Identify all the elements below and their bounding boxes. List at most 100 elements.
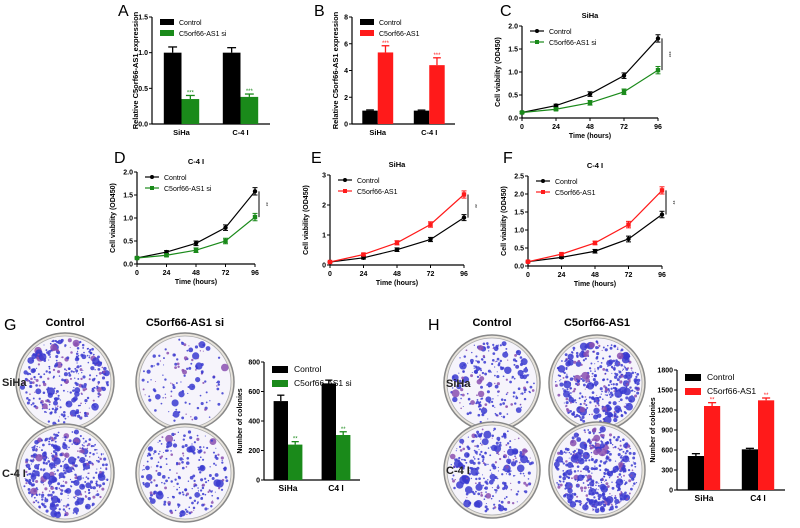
- colony: [615, 415, 619, 419]
- colony: [569, 377, 574, 381]
- colony: [201, 371, 204, 374]
- colony: [150, 481, 153, 484]
- colony: [59, 453, 63, 457]
- colony: [514, 457, 517, 459]
- data-point: [519, 110, 525, 115]
- colony: [585, 474, 587, 477]
- colony: [567, 364, 569, 366]
- colony: [204, 380, 207, 383]
- colony: [164, 393, 166, 395]
- colony: [592, 350, 595, 353]
- colony: [48, 371, 52, 374]
- colony: [466, 453, 470, 456]
- colony: [148, 398, 152, 402]
- colony: [598, 344, 601, 348]
- x-tick-label: 72: [620, 124, 628, 131]
- colony: [591, 505, 593, 508]
- colony: [25, 478, 28, 482]
- colony: [37, 501, 40, 504]
- colony: [476, 394, 478, 397]
- colony: [474, 482, 477, 485]
- colony: [53, 471, 55, 473]
- colony: [57, 397, 60, 400]
- colony-plate: [135, 423, 235, 523]
- colony: [588, 459, 591, 462]
- colony: [149, 491, 153, 495]
- colony: [88, 472, 90, 474]
- significance-label: ***: [246, 89, 254, 95]
- colony: [91, 388, 93, 390]
- colony: [61, 378, 64, 382]
- colony: [630, 474, 633, 477]
- colony: [89, 451, 92, 455]
- colony: [596, 401, 600, 405]
- colony: [514, 455, 516, 458]
- legend-label: C5orf66-AS1 si: [164, 186, 212, 193]
- colony: [491, 472, 493, 474]
- colony: [520, 455, 522, 457]
- colony: [56, 469, 59, 472]
- colony: [86, 415, 89, 417]
- colony: [462, 447, 466, 451]
- colony: [636, 384, 638, 386]
- colony: [609, 379, 612, 383]
- data-point: [252, 214, 258, 220]
- colony: [74, 367, 77, 370]
- colony: [476, 430, 480, 434]
- significance-label: ***: [187, 90, 195, 96]
- colony: [466, 477, 468, 480]
- colony: [176, 358, 179, 361]
- colony: [46, 388, 49, 391]
- colony: [25, 464, 28, 467]
- colony: [25, 482, 28, 485]
- colony: [460, 381, 464, 385]
- colony: [493, 427, 496, 431]
- colony: [475, 402, 478, 405]
- colony: [609, 493, 611, 495]
- significance-label: **: [669, 201, 675, 205]
- colony: [594, 508, 600, 514]
- colony: [625, 458, 627, 460]
- colony: [496, 371, 498, 373]
- colony: [34, 501, 36, 504]
- colony: [506, 391, 509, 394]
- colony: [162, 451, 164, 453]
- y-axis-label: Cell viability (OD450): [501, 186, 508, 256]
- y-axis-label: Cell viability (OD450): [495, 37, 502, 107]
- colony: [577, 382, 581, 386]
- colony: [496, 360, 498, 363]
- colony: [619, 498, 623, 501]
- data-point: [592, 249, 598, 254]
- colony: [164, 348, 167, 351]
- colony: [39, 375, 43, 379]
- x-tick-label: 72: [625, 272, 633, 279]
- colony: [506, 430, 509, 433]
- colony: [22, 381, 26, 385]
- colony: [577, 470, 579, 472]
- colony: [53, 433, 56, 436]
- data-point: [223, 225, 228, 230]
- colony: [488, 479, 494, 485]
- panel-label: E: [311, 150, 322, 167]
- colony: [67, 494, 69, 496]
- colony: [601, 390, 603, 393]
- colony: [209, 400, 211, 402]
- colony: [66, 356, 70, 360]
- colony: [502, 415, 506, 419]
- colony: [92, 357, 100, 365]
- colony: [144, 394, 146, 396]
- colony: [461, 393, 465, 397]
- colony: [45, 349, 48, 352]
- colony: [97, 367, 101, 371]
- colony: [98, 484, 102, 488]
- colony: [169, 468, 171, 471]
- colony: [52, 491, 55, 494]
- colony: [595, 340, 598, 342]
- colony: [54, 440, 57, 443]
- colony: [76, 362, 78, 364]
- colony: [594, 489, 597, 491]
- colony: [202, 381, 205, 385]
- colony: [29, 385, 32, 388]
- colony: [497, 487, 499, 489]
